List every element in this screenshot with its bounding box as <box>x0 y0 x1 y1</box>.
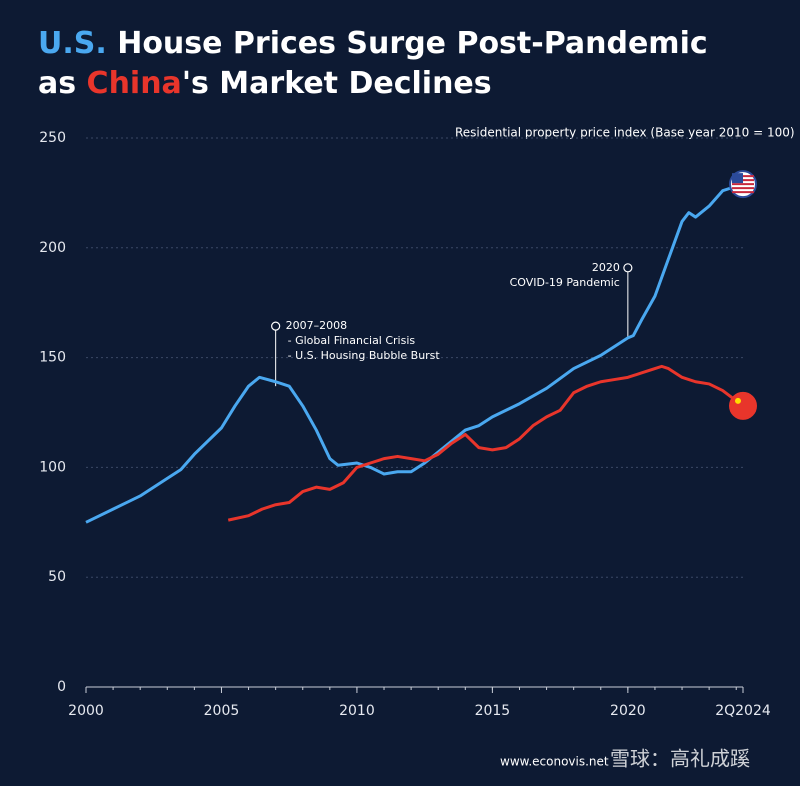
subtitle: Residential property price index (Base y… <box>455 126 795 140</box>
chart-title: U.S. House Prices Surge Post-Pandemic <box>38 26 708 61</box>
annotation-text: - U.S. Housing Bubble Burst <box>288 349 441 362</box>
annotation-text: 2020 <box>592 261 620 274</box>
annotation-dot <box>271 321 281 331</box>
title-part: as <box>38 66 87 101</box>
title-part: House Prices Surge Post-Pandemic <box>107 26 708 61</box>
x-tick-label: 2000 <box>68 703 104 719</box>
flag-marker <box>729 391 757 420</box>
series-line <box>85 182 744 524</box>
title-part: 's Market Declines <box>182 66 492 101</box>
flag-star <box>735 397 741 404</box>
y-tick-label: 0 <box>57 679 66 695</box>
source: www.econovis.net <box>500 755 609 769</box>
x-tick-label: 2010 <box>339 703 375 719</box>
x-tick-label: 2Q2024 <box>715 703 771 719</box>
y-tick-label: 150 <box>39 350 66 366</box>
annotation-text: COVID-19 Pandemic <box>510 276 620 289</box>
y-tick-label: 50 <box>48 569 66 585</box>
flag-canton <box>732 173 743 184</box>
y-tick-label: 200 <box>39 240 66 256</box>
x-tick-label: 2015 <box>475 703 511 719</box>
x-tick-label: 2020 <box>610 703 646 719</box>
y-tick-label: 250 <box>39 130 66 146</box>
x-tick-label: 2005 <box>204 703 240 719</box>
annotation-text: 2007–2008 <box>286 319 348 332</box>
annotation-dot <box>623 263 633 273</box>
watermark: 雪球：高礼成蹊 <box>610 747 750 771</box>
chart-title: as China's Market Declines <box>38 66 492 101</box>
title-part: China <box>87 66 182 101</box>
y-tick-label: 100 <box>39 459 66 475</box>
series-line <box>227 364 744 522</box>
title-part: U.S. <box>38 26 107 61</box>
annotation-text: - Global Financial Crisis <box>288 334 416 347</box>
